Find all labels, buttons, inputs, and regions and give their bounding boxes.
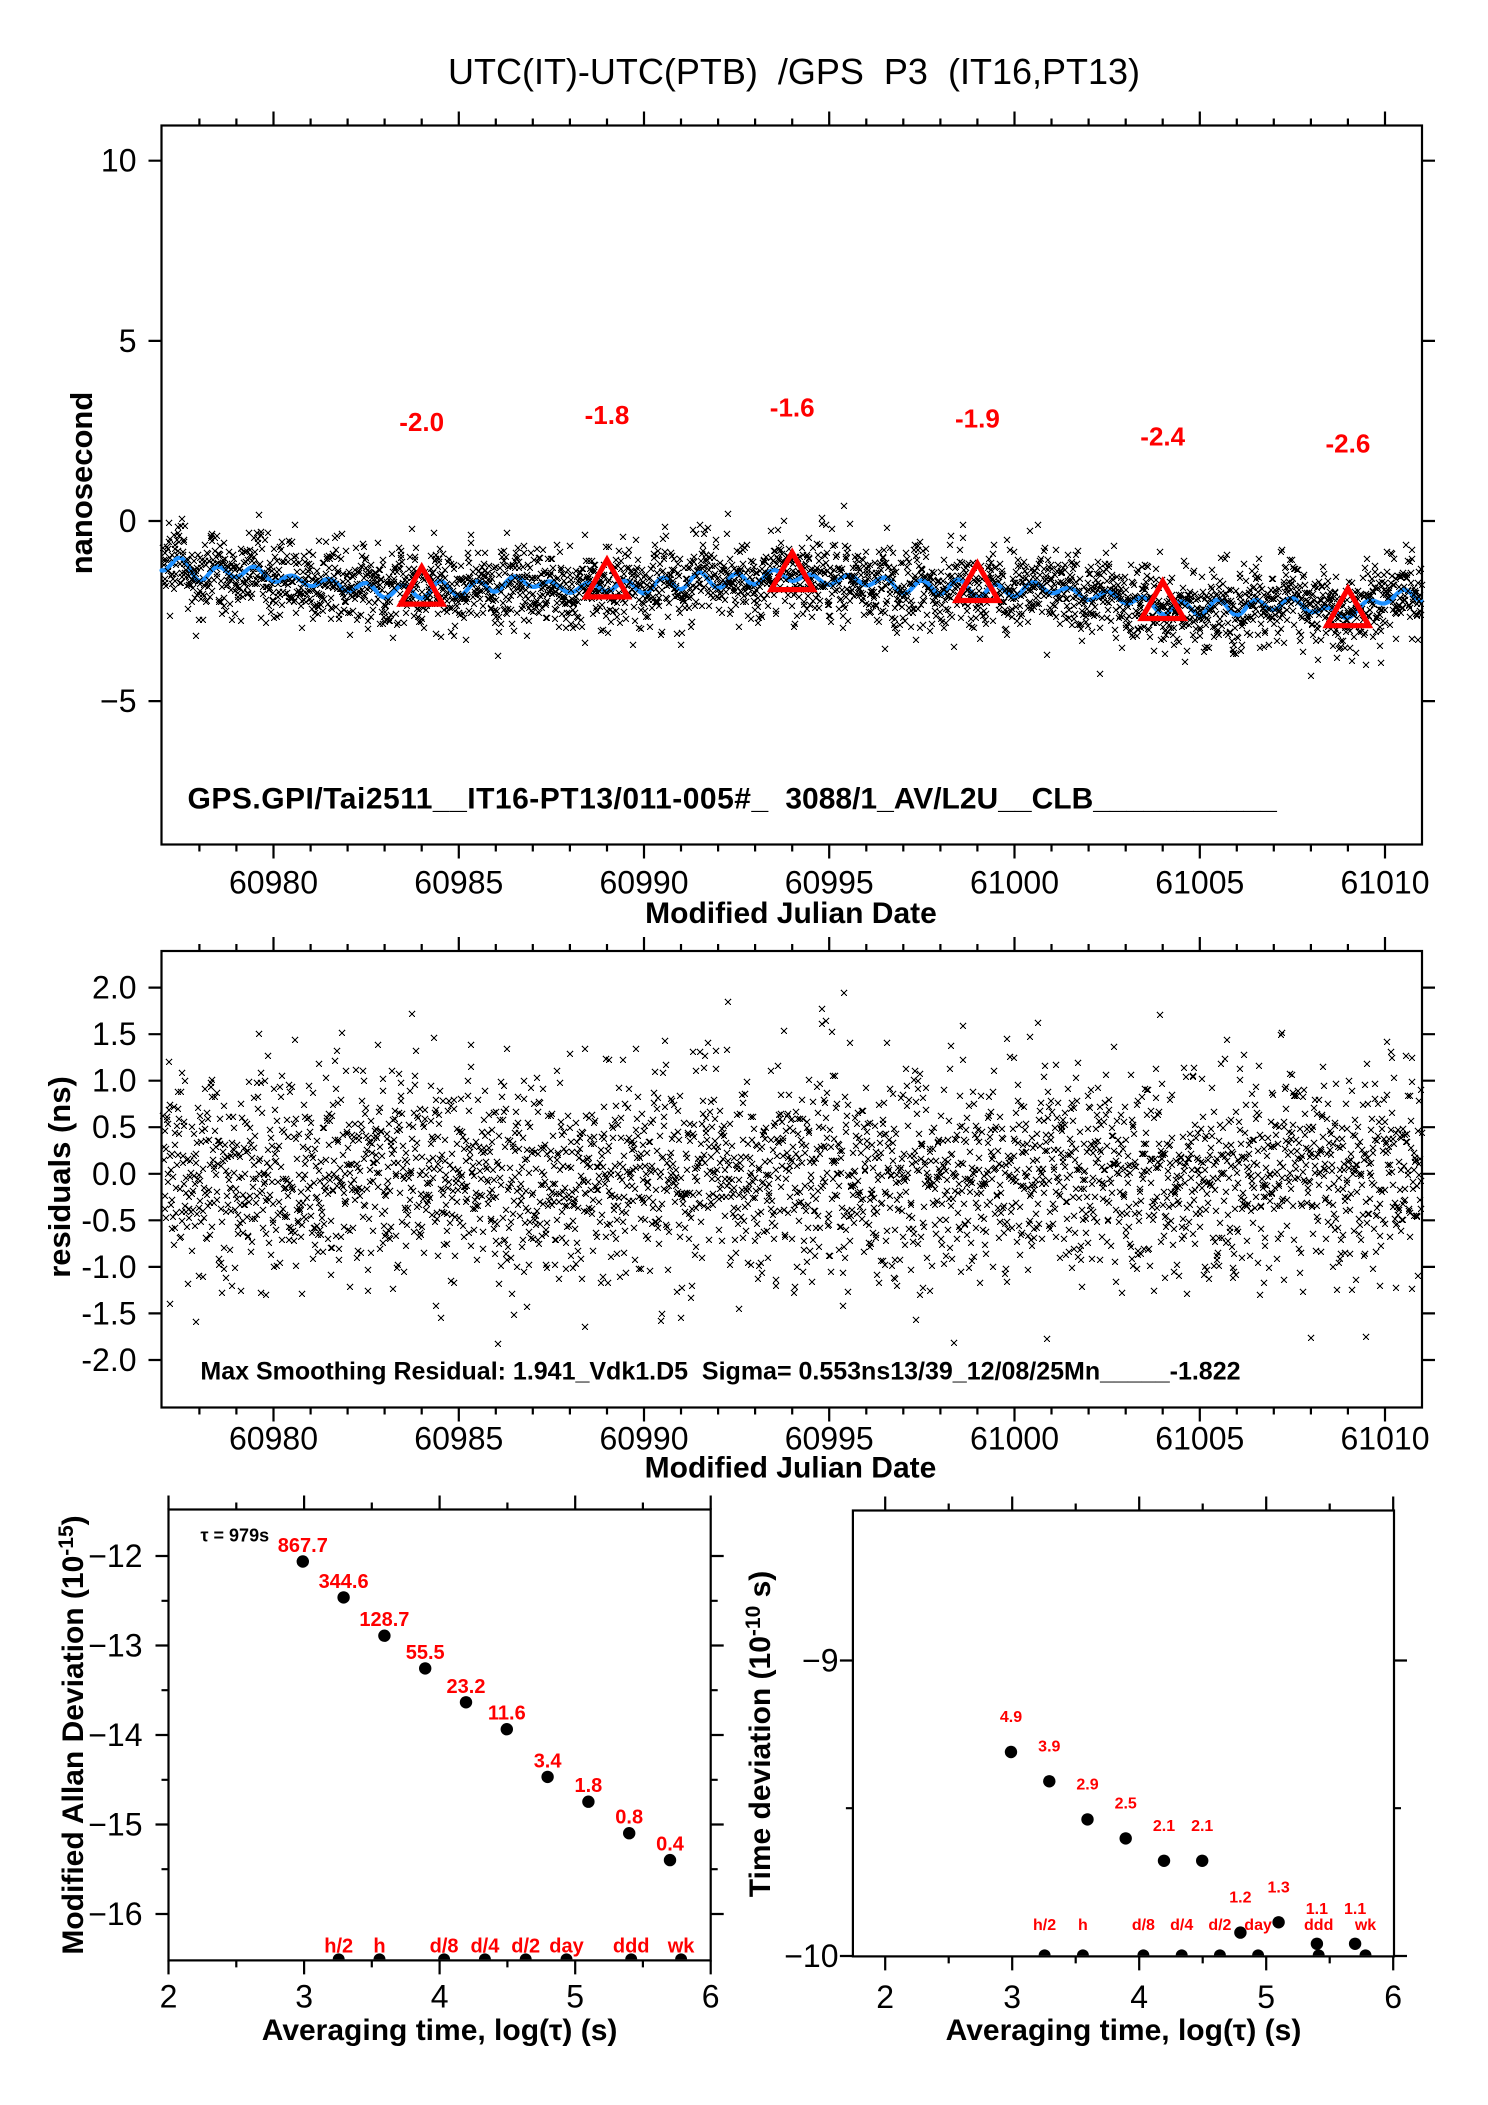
svg-text:4: 4 xyxy=(1130,1979,1148,2015)
svg-text:d/4: d/4 xyxy=(470,1936,500,1958)
svg-text:Modified Julian Date: Modified Julian Date xyxy=(645,897,937,930)
svg-text:GPS.GPI/Tai2511__IT16-PT13/011: GPS.GPI/Tai2511__IT16-PT13/011-005#_ 308… xyxy=(188,783,1278,816)
svg-text:60985: 60985 xyxy=(414,1420,503,1456)
svg-text:-2.6: -2.6 xyxy=(1325,429,1370,459)
svg-text:day: day xyxy=(1244,1917,1272,1934)
svg-text:ddd: ddd xyxy=(1304,1917,1333,1934)
svg-text:1.8: 1.8 xyxy=(574,1775,602,1797)
svg-text:1.1: 1.1 xyxy=(1344,1901,1366,1918)
svg-text:−16: −16 xyxy=(88,1896,142,1932)
svg-text:Modified Allan Deviation (10-1: Modified Allan Deviation (10-15) xyxy=(55,1515,90,1954)
svg-text:−15: −15 xyxy=(88,1807,142,1843)
svg-text:1.1: 1.1 xyxy=(1306,1901,1328,1918)
svg-text:61005: 61005 xyxy=(1155,1420,1244,1456)
svg-text:3: 3 xyxy=(1003,1979,1021,2015)
svg-text:nanosecond: nanosecond xyxy=(64,392,99,575)
svg-text:τ = 979s: τ = 979s xyxy=(201,1526,270,1546)
svg-text:0.8: 0.8 xyxy=(615,1807,643,1829)
svg-text:day: day xyxy=(549,1936,584,1958)
svg-text:-1.5: -1.5 xyxy=(81,1295,136,1331)
svg-text:Averaging time, log(τ) (s): Averaging time, log(τ) (s) xyxy=(262,2014,618,2047)
svg-text:Averaging time, log(τ) (s): Averaging time, log(τ) (s) xyxy=(946,2014,1302,2047)
svg-text:wk: wk xyxy=(1354,1917,1376,1934)
svg-text:60980: 60980 xyxy=(229,1420,318,1456)
svg-text:61005: 61005 xyxy=(1155,865,1244,901)
svg-text:61010: 61010 xyxy=(1341,1420,1430,1456)
svg-text:-2.0: -2.0 xyxy=(399,407,444,437)
svg-text:6: 6 xyxy=(702,1979,720,2015)
svg-text:-2.4: -2.4 xyxy=(1140,422,1185,452)
svg-text:4.9: 4.9 xyxy=(1000,1709,1022,1726)
svg-text:61000: 61000 xyxy=(970,865,1059,901)
svg-text:61010: 61010 xyxy=(1341,865,1430,901)
svg-text:h: h xyxy=(1078,1917,1088,1934)
svg-text:-2.0: -2.0 xyxy=(81,1342,136,1378)
svg-text:d/2: d/2 xyxy=(1208,1917,1231,1934)
svg-text:h: h xyxy=(373,1936,385,1958)
svg-text:2.5: 2.5 xyxy=(1115,1795,1137,1812)
svg-text:−5: −5 xyxy=(100,683,136,719)
svg-text:867.7: 867.7 xyxy=(278,1535,328,1557)
svg-text:5: 5 xyxy=(1257,1979,1275,2015)
svg-text:2: 2 xyxy=(160,1979,178,2015)
svg-text:-1.8: -1.8 xyxy=(585,400,630,430)
svg-text:0.4: 0.4 xyxy=(656,1834,685,1856)
svg-text:d/8: d/8 xyxy=(430,1936,459,1958)
svg-text:0.5: 0.5 xyxy=(92,1109,136,1145)
svg-text:3.9: 3.9 xyxy=(1038,1738,1060,1755)
svg-text:−9: −9 xyxy=(802,1643,838,1679)
svg-text:10: 10 xyxy=(101,143,137,179)
svg-text:2.1: 2.1 xyxy=(1153,1818,1175,1835)
svg-text:-1.9: -1.9 xyxy=(955,404,1000,434)
svg-text:d/4: d/4 xyxy=(1170,1917,1193,1934)
svg-text:ddd: ddd xyxy=(613,1936,650,1958)
svg-text:3.4: 3.4 xyxy=(534,1750,563,1772)
svg-text:Max Smoothing Residual: 1.941_: Max Smoothing Residual: 1.941_Vdk1.D5 Si… xyxy=(200,1358,1240,1386)
svg-text:60995: 60995 xyxy=(785,1420,874,1456)
svg-text:4: 4 xyxy=(431,1979,449,2015)
svg-text:UTC(IT)-UTC(PTB) /GPS P3 (I: UTC(IT)-UTC(PTB) /GPS P3 (IT16,PT13) xyxy=(448,51,1140,92)
svg-text:−10: −10 xyxy=(784,1938,838,1974)
svg-text:1.0: 1.0 xyxy=(92,1063,136,1099)
svg-text:61000: 61000 xyxy=(970,1420,1059,1456)
svg-text:128.7: 128.7 xyxy=(359,1609,409,1631)
svg-text:11.6: 11.6 xyxy=(488,1703,526,1725)
svg-text:1.5: 1.5 xyxy=(92,1016,136,1052)
svg-text:60990: 60990 xyxy=(600,1420,689,1456)
svg-text:wk: wk xyxy=(667,1936,696,1958)
svg-text:0.0: 0.0 xyxy=(92,1156,136,1192)
svg-text:d/8: d/8 xyxy=(1132,1917,1155,1934)
svg-text:5: 5 xyxy=(119,323,137,359)
svg-text:3: 3 xyxy=(295,1979,313,2015)
svg-text:h/2: h/2 xyxy=(1033,1917,1056,1934)
svg-text:Modified Julian Date: Modified Julian Date xyxy=(645,1452,937,1485)
svg-text:60990: 60990 xyxy=(600,865,689,901)
svg-text:0: 0 xyxy=(119,503,137,539)
svg-text:2: 2 xyxy=(876,1979,894,2015)
svg-text:h/2: h/2 xyxy=(324,1936,353,1958)
svg-text:-1.0: -1.0 xyxy=(81,1249,136,1285)
svg-text:1.3: 1.3 xyxy=(1267,1879,1289,1896)
svg-text:60980: 60980 xyxy=(229,865,318,901)
svg-text:60995: 60995 xyxy=(785,865,874,901)
svg-text:23.2: 23.2 xyxy=(447,1676,486,1698)
svg-text:344.6: 344.6 xyxy=(319,1571,369,1593)
svg-text:2.0: 2.0 xyxy=(92,970,136,1006)
svg-text:d/2: d/2 xyxy=(511,1936,540,1958)
svg-text:−14: −14 xyxy=(88,1717,142,1753)
svg-text:2.9: 2.9 xyxy=(1076,1776,1098,1793)
svg-text:60985: 60985 xyxy=(414,865,503,901)
svg-text:-0.5: -0.5 xyxy=(81,1202,136,1238)
svg-text:residuals (ns): residuals (ns) xyxy=(42,1076,77,1278)
svg-text:2.1: 2.1 xyxy=(1191,1818,1213,1835)
svg-text:6: 6 xyxy=(1384,1979,1402,2015)
svg-text:1.2: 1.2 xyxy=(1229,1890,1251,1907)
svg-text:55.5: 55.5 xyxy=(406,1642,445,1664)
svg-text:-1.6: -1.6 xyxy=(770,393,815,423)
svg-text:5: 5 xyxy=(566,1979,584,2015)
svg-text:−13: −13 xyxy=(88,1628,142,1664)
svg-text:−12: −12 xyxy=(88,1538,142,1574)
